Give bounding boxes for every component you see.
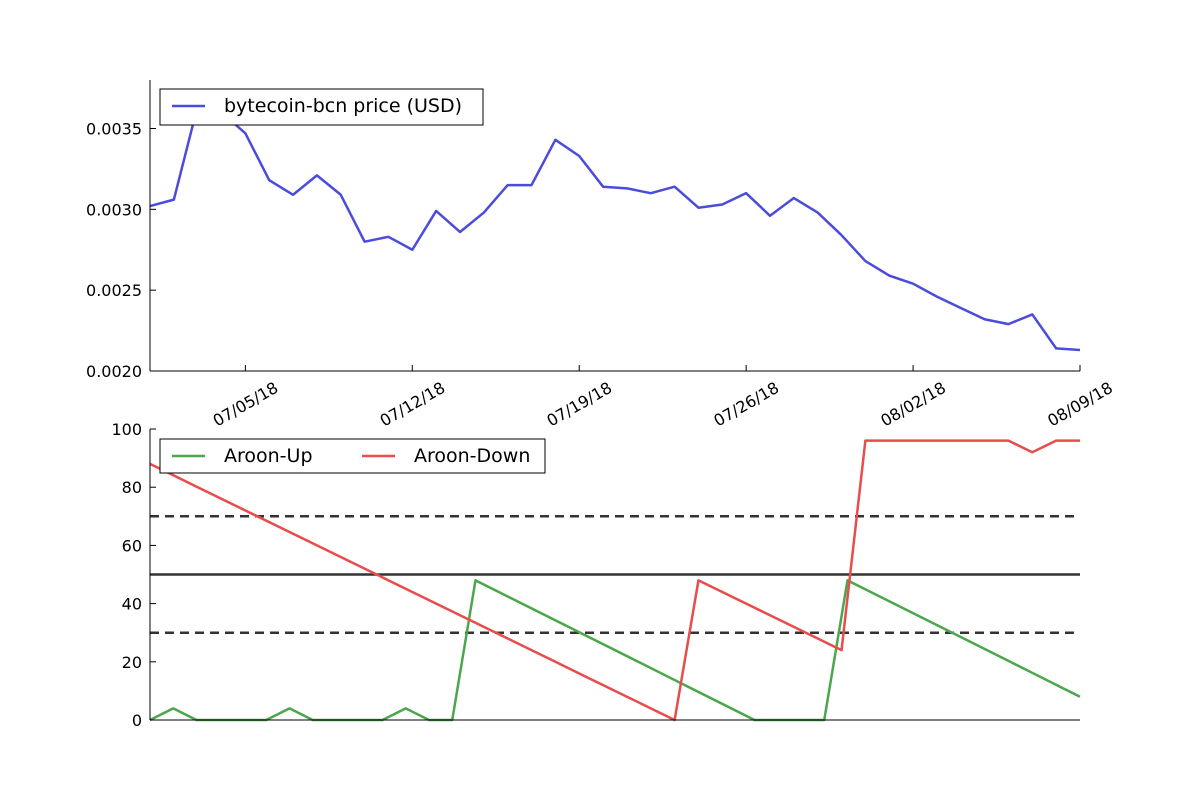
price-y-tick-label: 0.0025 xyxy=(86,281,142,300)
aroon-y-tick-label: 40 xyxy=(122,595,142,614)
price-x-ticks: 07/05/18 07/12/18 07/19/18 07/26/18 08/02/18… xyxy=(210,365,1116,430)
aroon-reference-lines xyxy=(150,515,1080,634)
price-legend-box xyxy=(159,88,484,126)
aroon-legend: Aroon-Up Aroon-Down xyxy=(159,438,546,474)
aroon-y-tick-label: 100 xyxy=(111,420,142,439)
price-y-tick-label: 0.0035 xyxy=(86,120,142,139)
aroon-y-ticks: 0 20 40 60 80 100 xyxy=(111,420,156,730)
price-y-tick-label: 0.0030 xyxy=(86,200,142,219)
price-x-tick-label: 07/26/18 xyxy=(710,378,782,430)
price-y-ticks: 0.0020 0.0025 0.0030 0.0035 xyxy=(86,120,156,381)
price-line xyxy=(149,104,1081,352)
aroon-y-tick-label: 20 xyxy=(122,653,142,672)
price-x-tick-label: 08/02/18 xyxy=(877,378,949,430)
aroon-down-line xyxy=(149,439,1080,722)
price-panel: 0.0020 0.0025 0.0030 0.0035 07/05/18 07/12/1… xyxy=(86,80,1116,430)
price-x-tick-label: 07/05/18 xyxy=(210,378,282,430)
aroon-y-tick-label: 0 xyxy=(132,711,142,730)
price-legend: bytecoin-bcn price (USD) xyxy=(159,88,484,126)
price-y-tick-label: 0.0020 xyxy=(86,362,142,381)
aroon-y-tick-label: 80 xyxy=(122,478,142,497)
aroon-panel: 0 20 40 60 80 100 Aroon-Up Aroon-Down xyxy=(111,420,1081,730)
price-x-tick-label: 07/12/18 xyxy=(377,378,449,430)
aroon-legend-box xyxy=(159,438,546,474)
price-series-group xyxy=(149,104,1081,352)
price-legend-label: bytecoin-bcn price (USD) xyxy=(224,95,462,117)
aroon-series-group xyxy=(149,439,1081,722)
price-x-tick-label: 08/09/18 xyxy=(1044,378,1116,430)
aroon-up-line xyxy=(149,579,1081,722)
aroon-y-tick-label: 60 xyxy=(122,536,142,555)
aroon-up-legend-label: Aroon-Up xyxy=(224,445,313,467)
aroon-down-legend-label: Aroon-Down xyxy=(414,445,530,467)
price-x-tick-label: 07/19/18 xyxy=(543,378,615,430)
